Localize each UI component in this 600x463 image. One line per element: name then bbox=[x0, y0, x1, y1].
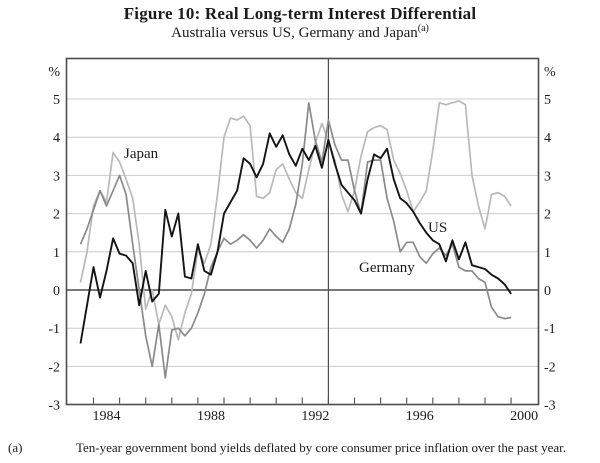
y-axis-label-left-4: 4 bbox=[53, 131, 60, 146]
figure-title: Figure 10: Real Long-term Interest Diffe… bbox=[123, 4, 477, 23]
y-axis-label-right-5: 5 bbox=[544, 93, 551, 108]
y-axis-unit-left: % bbox=[48, 65, 60, 80]
plot-frame bbox=[65, 57, 540, 406]
x-axis-label-1988: 1988 bbox=[197, 409, 225, 424]
y-axis-label-left-1: 1 bbox=[53, 246, 60, 261]
y-axis-label-right-3: 3 bbox=[544, 169, 551, 184]
y-axis-label-left-2: 2 bbox=[53, 208, 60, 223]
y-axis-label-left--3: -3 bbox=[48, 399, 60, 414]
y-axis-label-right-2: 2 bbox=[544, 208, 551, 223]
y-axis-label-left--1: -1 bbox=[48, 322, 60, 337]
x-axis-label-1984: 1984 bbox=[93, 409, 121, 424]
figure-subtitle: Australia versus US, Germany and Japan(a… bbox=[0, 23, 600, 42]
series-line-us bbox=[79, 132, 512, 344]
y-axis-label-left-5: 5 bbox=[53, 93, 60, 108]
y-axis-label-right--2: -2 bbox=[544, 360, 556, 375]
series-line-germany bbox=[79, 101, 512, 379]
footnote-text: Ten-year government bond yields deflated… bbox=[76, 440, 567, 455]
y-axis-label-right--1: -1 bbox=[544, 322, 556, 337]
y-axis-label-right-0: 0 bbox=[544, 284, 551, 299]
series-label-us: US bbox=[428, 220, 447, 236]
y-axis-unit-right: % bbox=[544, 65, 556, 80]
footnote-marker: (a) bbox=[8, 440, 23, 455]
y-axis-label-right-4: 4 bbox=[544, 131, 551, 146]
y-axis-label-left--2: -2 bbox=[48, 360, 60, 375]
x-axis-label-1996: 1996 bbox=[406, 409, 434, 424]
y-axis-label-left-0: 0 bbox=[53, 284, 60, 299]
x-axis-label-1992: 1992 bbox=[301, 409, 329, 424]
series-label-germany: Germany bbox=[359, 260, 415, 276]
subtitle-footnote-marker: (a) bbox=[417, 23, 429, 34]
series-line-japan bbox=[79, 100, 512, 341]
series-label-japan: Japan bbox=[124, 146, 159, 162]
y-axis-label-right-1: 1 bbox=[544, 246, 551, 261]
x-axis-label-2000: 2000 bbox=[510, 409, 538, 424]
subtitle-text: Australia versus US, Germany and Japan bbox=[171, 25, 418, 41]
y-axis-label-left-3: 3 bbox=[53, 169, 60, 184]
y-axis-label-right--3: -3 bbox=[544, 399, 556, 414]
